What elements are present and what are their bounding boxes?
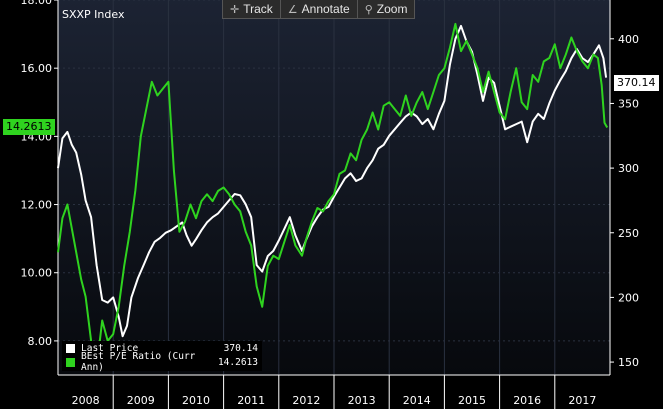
x-axis-tick-label: 2012 [292, 394, 320, 407]
series-line-pe-ratio [57, 22, 609, 370]
left-axis-tick-label: 18.00 [21, 0, 53, 7]
legend-value-pe-ratio: 14.2613 [217, 356, 258, 368]
x-axis-tick-label: 2015 [458, 394, 486, 407]
annotate-label: Annotate [301, 2, 350, 16]
pe-ratio-tag: 14.2613 [3, 119, 55, 135]
x-axis-tick-label: 2011 [237, 394, 265, 407]
chart-legend: Last Price 370.14 BEst P/E Ratio (Curr A… [62, 341, 262, 373]
legend-row-last-price: Last Price 370.14 [62, 341, 262, 355]
right-axis-tick-label: 350 [618, 97, 639, 110]
track-label: Track [243, 2, 273, 16]
track-button[interactable]: ✛ Track [223, 0, 281, 18]
magnifier-icon: ⚲ [364, 3, 373, 16]
zoom-label: Zoom [376, 2, 408, 16]
legend-row-pe-ratio: BEst P/E Ratio (Curr Ann) 14.2613 [62, 351, 262, 373]
annotate-button[interactable]: ∠ Annotate [281, 0, 358, 18]
x-axis-tick-label: 2013 [348, 394, 376, 407]
left-axis-tick-label: 16.00 [21, 62, 53, 75]
legend-swatch-pe-ratio [66, 357, 75, 367]
legend-value-last-price: 370.14 [223, 342, 258, 354]
x-axis-tick-label: 2008 [72, 394, 100, 407]
legend-name-pe-ratio: BEst P/E Ratio (Curr Ann) [81, 351, 196, 373]
x-axis-tick-label: 2010 [182, 394, 210, 407]
left-axis-tick-label: 10.00 [21, 267, 53, 280]
x-axis-tick-label: 2017 [568, 394, 596, 407]
crosshair-icon: ✛ [230, 3, 240, 16]
legend-swatch-last-price [66, 343, 75, 353]
right-axis-tick-label: 200 [618, 291, 639, 304]
last-price-tag: 370.14 [614, 75, 659, 91]
right-axis-tick-label: 300 [618, 162, 639, 175]
x-axis-tick-label: 2016 [513, 394, 541, 407]
right-axis-tick-label: 250 [618, 227, 639, 240]
right-axis-tick-label: 400 [618, 33, 639, 46]
left-axis-tick-label: 8.00 [28, 335, 53, 348]
left-axis-tick-label: 12.00 [21, 199, 53, 212]
pencil-icon: ∠ [287, 3, 298, 16]
right-axis-tick-label: 150 [618, 356, 639, 369]
chart-title: SXXP Index [62, 8, 125, 21]
x-axis-tick-label: 2014 [403, 394, 431, 407]
series-line-last-price [57, 24, 608, 338]
x-axis-tick-label: 2009 [127, 394, 155, 407]
chart-toolbar: ✛ Track ∠ Annotate ⚲ Zoom [222, 0, 416, 19]
zoom-button[interactable]: ⚲ Zoom [358, 0, 415, 18]
legend-name-last-price: Last Price [81, 342, 139, 354]
